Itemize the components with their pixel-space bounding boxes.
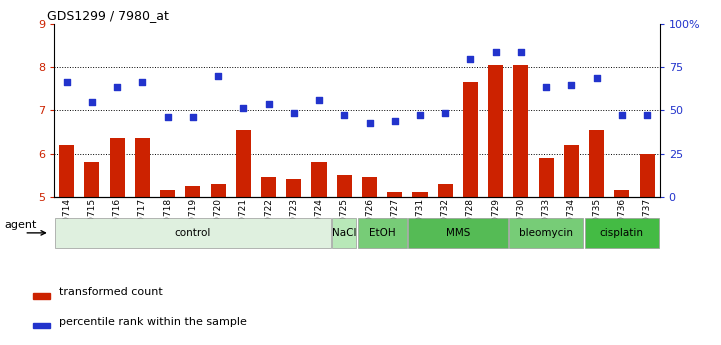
Bar — [33, 323, 50, 328]
Bar — [488, 65, 503, 197]
Text: transformed count: transformed count — [59, 287, 163, 297]
Point — [162, 114, 173, 120]
Bar — [59, 145, 74, 197]
Text: percentile rank within the sample: percentile rank within the sample — [59, 317, 247, 327]
Bar — [33, 293, 50, 299]
Bar — [412, 193, 428, 197]
Bar — [614, 190, 629, 197]
FancyBboxPatch shape — [332, 218, 356, 248]
Bar — [185, 186, 200, 197]
Text: control: control — [174, 228, 211, 238]
Bar — [513, 65, 528, 197]
Point — [288, 110, 299, 115]
Point — [490, 49, 501, 55]
Point — [540, 84, 552, 89]
Text: MMS: MMS — [446, 228, 470, 238]
Point — [86, 99, 97, 105]
Point — [262, 101, 274, 107]
Bar — [160, 190, 175, 197]
Point — [565, 82, 577, 87]
Bar — [261, 177, 276, 197]
Bar — [110, 138, 125, 197]
Bar — [236, 130, 251, 197]
Point — [616, 112, 627, 117]
Bar — [211, 184, 226, 197]
Bar — [539, 158, 554, 197]
FancyBboxPatch shape — [55, 218, 331, 248]
Text: EtOH: EtOH — [369, 228, 395, 238]
Bar — [286, 179, 301, 197]
Bar — [564, 145, 579, 197]
Text: NaCl: NaCl — [332, 228, 356, 238]
Point — [515, 49, 526, 55]
Point — [338, 112, 350, 117]
Point — [590, 75, 602, 81]
Text: bleomycin: bleomycin — [519, 228, 573, 238]
Bar — [387, 193, 402, 197]
Bar — [463, 82, 478, 197]
Bar — [438, 184, 453, 197]
Bar — [589, 130, 604, 197]
Point — [414, 112, 425, 117]
FancyBboxPatch shape — [509, 218, 583, 248]
Point — [313, 97, 324, 102]
Point — [212, 73, 224, 79]
Point — [111, 84, 123, 89]
Text: cisplatin: cisplatin — [600, 228, 644, 238]
Bar — [362, 177, 377, 197]
Point — [237, 106, 249, 111]
Point — [439, 110, 451, 115]
Bar — [135, 138, 150, 197]
Bar — [311, 162, 327, 197]
Text: GDS1299 / 7980_at: GDS1299 / 7980_at — [47, 9, 169, 22]
Point — [464, 56, 476, 61]
FancyBboxPatch shape — [358, 218, 407, 248]
Point — [136, 80, 149, 85]
Bar — [337, 175, 352, 197]
Point — [363, 121, 375, 126]
Point — [187, 114, 198, 120]
Bar — [640, 154, 655, 197]
Text: agent: agent — [4, 220, 37, 230]
Point — [389, 118, 400, 124]
Point — [61, 80, 72, 85]
FancyBboxPatch shape — [585, 218, 659, 248]
Bar — [84, 162, 99, 197]
FancyBboxPatch shape — [408, 218, 508, 248]
Point — [641, 112, 653, 117]
